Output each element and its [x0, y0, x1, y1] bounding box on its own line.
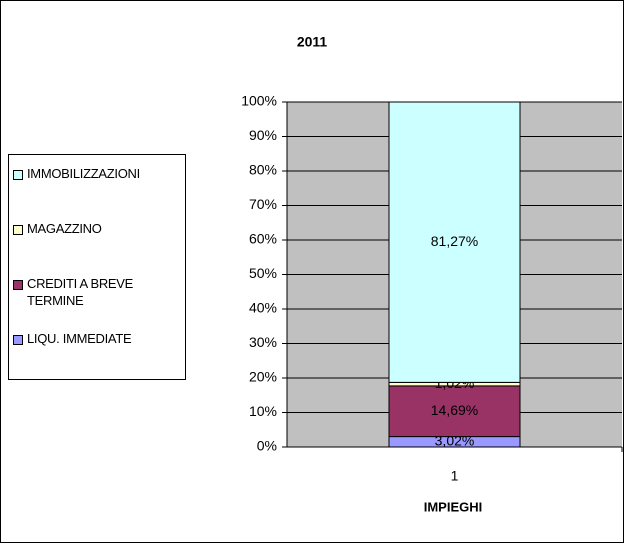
y-tick-label: 100%	[241, 93, 277, 109]
y-tick-label: 70%	[249, 196, 277, 212]
legend-label: MAGAZZINO	[27, 221, 102, 236]
data-label: 14,69%	[431, 402, 478, 418]
y-tick-label: 90%	[249, 127, 277, 143]
legend-item: LIQU. IMMEDIATE	[13, 331, 185, 387]
y-tick-label: 40%	[249, 300, 277, 316]
y-tick-label: 20%	[249, 369, 277, 385]
legend-swatch	[13, 335, 23, 345]
legend-label: LIQU. IMMEDIATE	[27, 331, 132, 346]
legend-item: CREDITI A BREVE TERMINE	[13, 276, 185, 332]
y-tick-label: 60%	[249, 231, 277, 247]
y-tick-label: 10%	[249, 403, 277, 419]
legend-swatch	[13, 225, 23, 235]
y-tick-label: 50%	[249, 265, 277, 281]
legend-item: IMMOBILIZZAZIONI	[13, 166, 185, 222]
y-tick-label: 30%	[249, 334, 277, 350]
x-axis-label: IMPIEGHI	[424, 499, 483, 514]
bar-segment	[388, 101, 521, 383]
y-tick-label: 0%	[257, 438, 277, 454]
data-label: 81,27%	[431, 233, 478, 249]
chart-title: 2011	[297, 34, 328, 50]
legend-label: CREDITI A BREVE TERMINE	[27, 276, 134, 308]
bar-segment	[388, 385, 521, 438]
legend-swatch	[13, 280, 23, 290]
legend-label: IMMOBILIZZAZIONI	[27, 166, 140, 181]
legend: IMMOBILIZZAZIONI MAGAZZINO CREDITI A BREVE…	[8, 154, 186, 380]
x-tick-label: 1	[451, 468, 459, 484]
legend-item: MAGAZZINO	[13, 221, 185, 277]
legend-swatch	[13, 170, 23, 180]
y-tick-label: 80%	[249, 162, 277, 178]
